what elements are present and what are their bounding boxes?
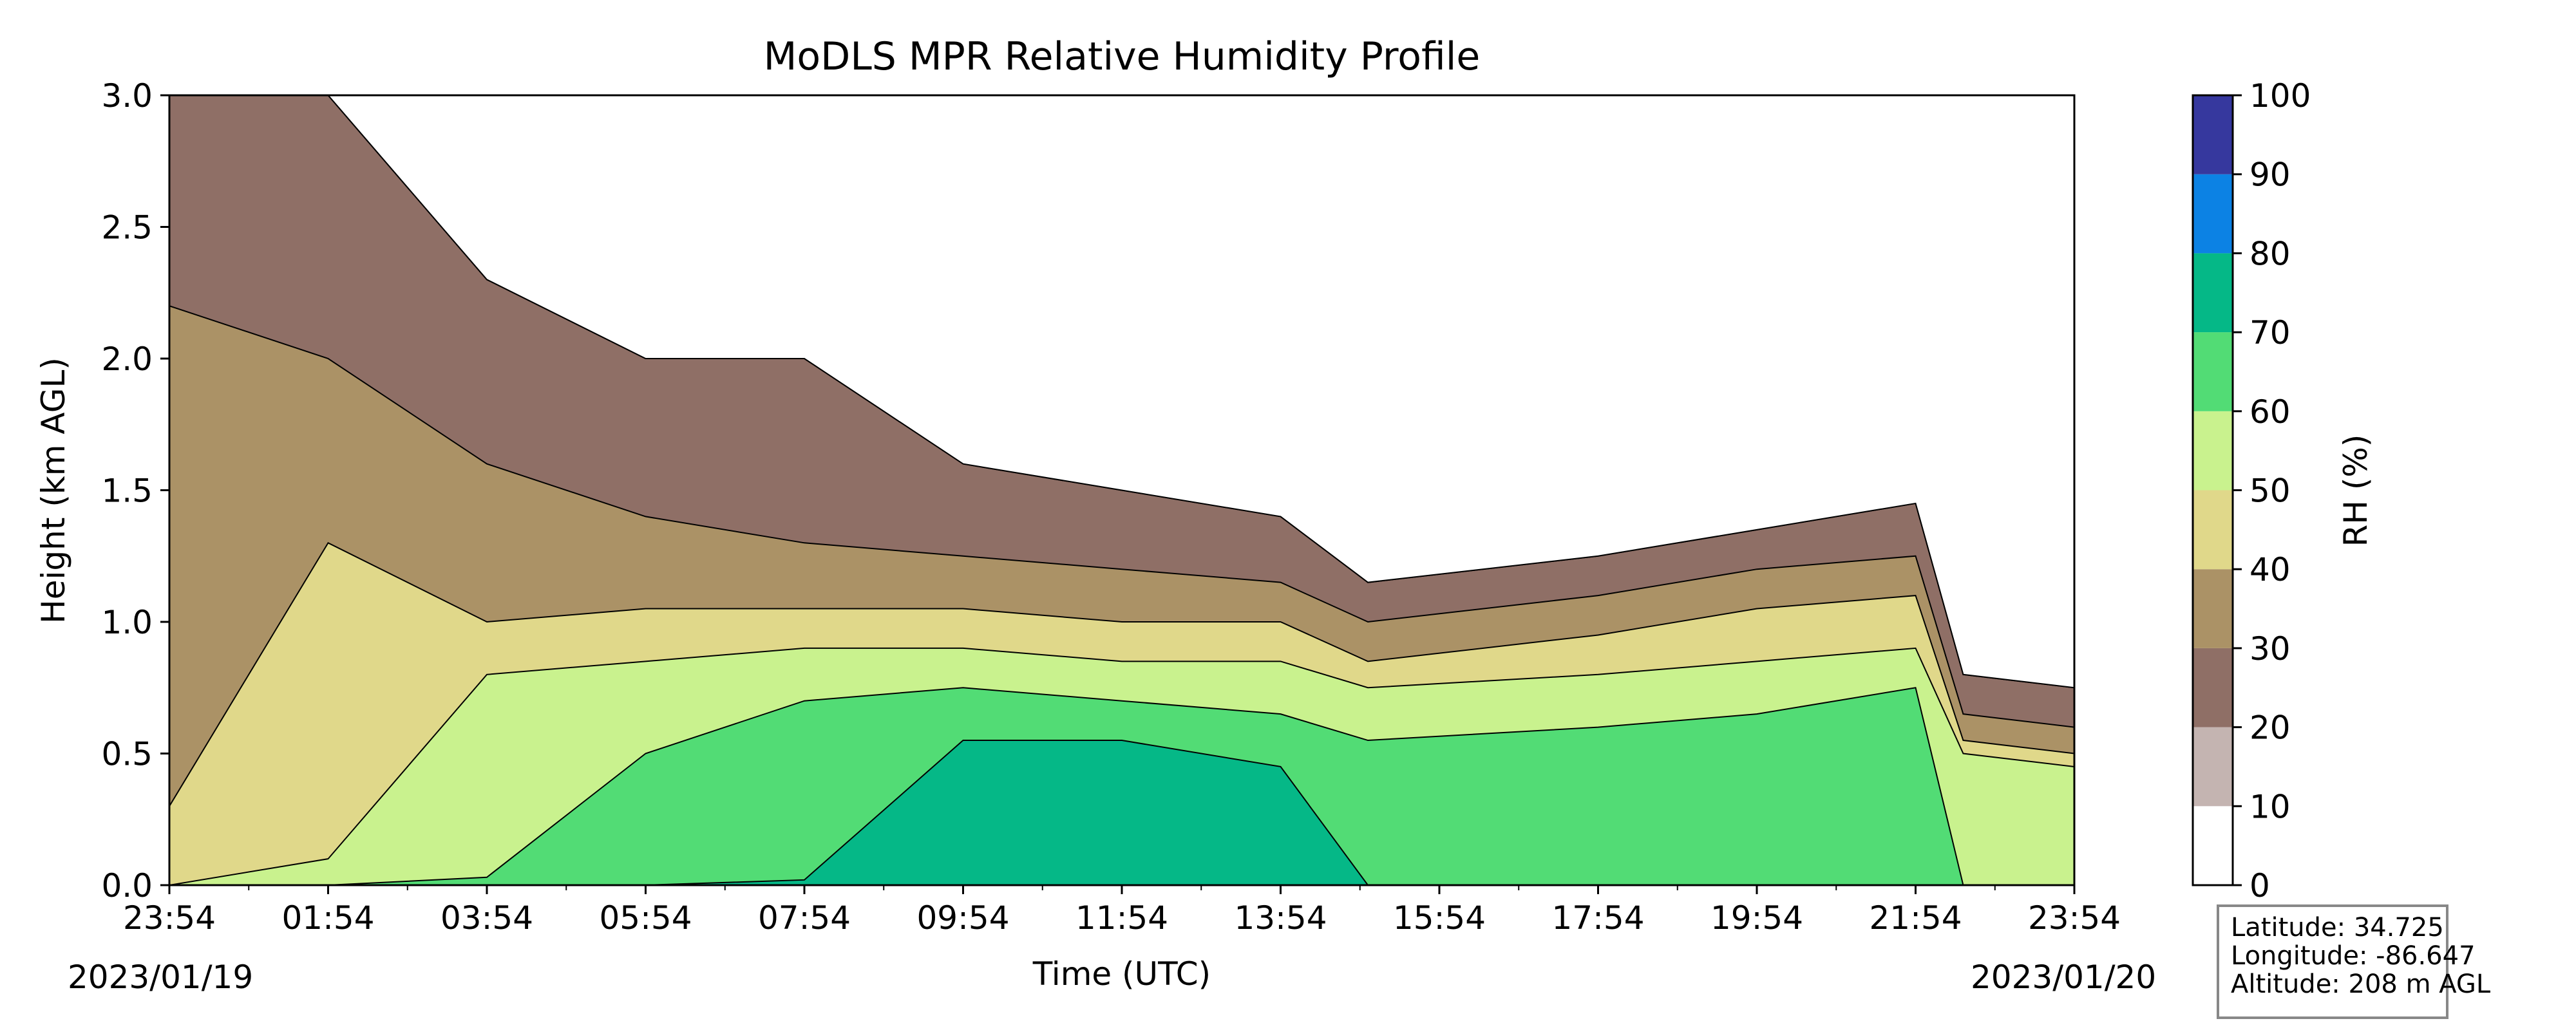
colorbar-segment — [2193, 569, 2233, 648]
colorbar-segment — [2193, 806, 2233, 885]
x-tick-label: 13:54 — [1234, 899, 1327, 937]
x-tick-label: 07:54 — [758, 899, 851, 937]
colorbar-tick-label: 20 — [2249, 709, 2291, 747]
colorbar-tick-label: 70 — [2249, 314, 2291, 351]
y-tick-label: 2.0 — [101, 341, 153, 378]
x-tick-label: 11:54 — [1075, 899, 1168, 937]
colorbar-label: RH (%) — [2337, 435, 2374, 547]
x-tick-label: 19:54 — [1710, 899, 1803, 937]
altitude-text: Altitude: 208 m AGL — [2231, 970, 2434, 998]
colorbar-segment — [2193, 332, 2233, 411]
y-tick-label: 0.5 — [101, 736, 153, 773]
colorbar-segment — [2193, 95, 2233, 174]
x-tick-label: 15:54 — [1393, 899, 1486, 937]
colorbar-segment — [2193, 727, 2233, 807]
colorbar-tick-label: 80 — [2249, 235, 2291, 272]
colorbar-tick-label: 90 — [2249, 156, 2291, 194]
x-tick-label: 21:54 — [1869, 899, 1962, 937]
colorbar-segment — [2193, 491, 2233, 570]
colorbar-segment — [2193, 411, 2233, 491]
colorbar-tick-label: 0 — [2249, 867, 2270, 904]
latitude-text: Latitude: 34.725 — [2231, 913, 2434, 942]
x-tick-label: 01:54 — [281, 899, 374, 937]
y-axis-label: Height (km AGL) — [35, 357, 72, 624]
colorbar-segment — [2193, 253, 2233, 332]
colorbar-tick-label: 30 — [2249, 630, 2291, 668]
x-axis: 23:54 01:54 03:54 05:54 07:54 09:54 11:54 13:54… — [123, 885, 2121, 937]
colorbar-tick-label: 10 — [2249, 788, 2291, 825]
chart-title: MoDLS MPR Relative Humidity Profile — [764, 34, 1481, 79]
colorbar-segment — [2193, 648, 2233, 727]
y-tick-label: 3.0 — [101, 77, 153, 115]
colorbar-tick-label: 40 — [2249, 551, 2291, 588]
x-tick-label: 03:54 — [440, 899, 533, 937]
colorbar: 0 10 20 30 40 50 60 70 80 90 100 — [2193, 77, 2311, 904]
x-end-date: 2023/01/20 — [1971, 959, 2156, 996]
y-tick-label: 1.0 — [101, 604, 153, 641]
x-start-date: 2023/01/19 — [68, 959, 253, 996]
x-tick-label: 17:54 — [1551, 899, 1644, 937]
y-tick-label: 1.5 — [101, 473, 153, 510]
x-tick-label: 23:54 — [2028, 899, 2121, 937]
colorbar-tick-label: 50 — [2249, 473, 2291, 510]
x-axis-label: Time (UTC) — [1032, 955, 1211, 993]
x-tick-label: 23:54 — [123, 899, 216, 937]
station-info-box: Latitude: 34.725 Longitude: -86.647 Alti… — [2217, 904, 2448, 1019]
plot-area — [169, 95, 2074, 885]
x-tick-label: 05:54 — [599, 899, 692, 937]
colorbar-tick-label: 100 — [2249, 77, 2311, 115]
colorbar-tick-label: 60 — [2249, 393, 2291, 431]
y-tick-label: 2.5 — [101, 209, 153, 247]
y-tick-label: 0.0 — [101, 867, 153, 904]
longitude-text: Longitude: -86.647 — [2231, 942, 2434, 970]
x-tick-label: 09:54 — [916, 899, 1009, 937]
y-axis: 0.0 0.5 1.0 1.5 2.0 2.5 3.0 — [101, 77, 169, 904]
colorbar-segment — [2193, 174, 2233, 254]
